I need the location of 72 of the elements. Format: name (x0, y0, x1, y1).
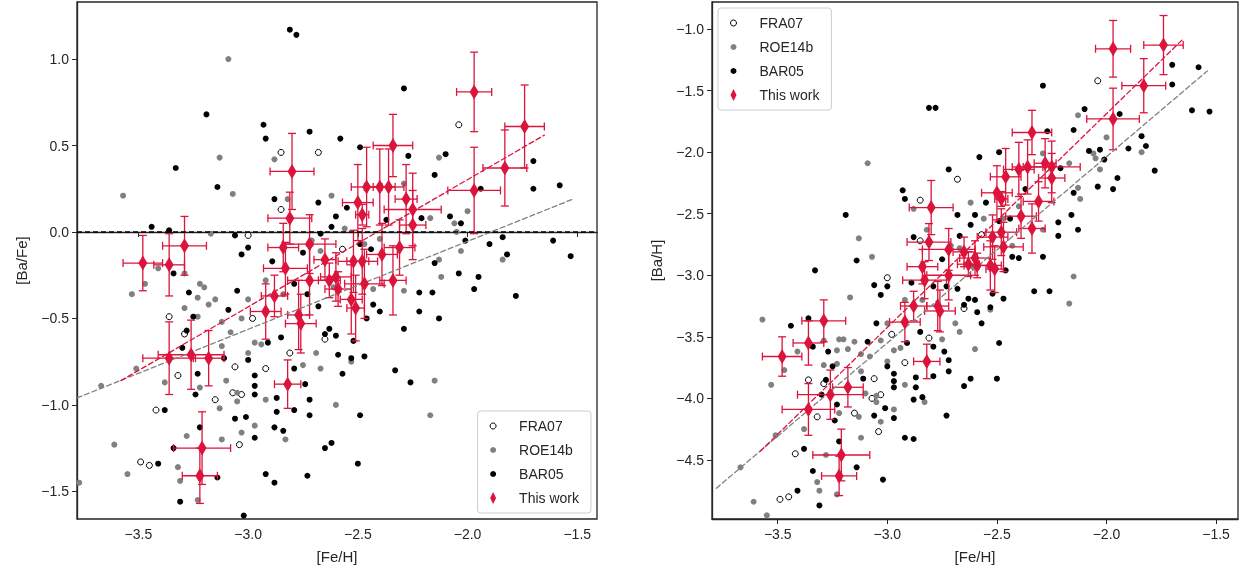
point (338, 245, 346, 253)
point (813, 413, 821, 421)
point (455, 121, 463, 129)
point (776, 495, 784, 503)
x-tick-label: −3.0 (873, 526, 902, 542)
point (244, 231, 252, 239)
x-tick-label: −2.0 (453, 526, 482, 542)
point (174, 371, 182, 379)
legend-label: BAR05 (519, 466, 564, 482)
legend-label: This work (519, 490, 580, 506)
y-axis-title: [Ba/Fe] (13, 236, 30, 285)
y-tick-label: −2.0 (676, 144, 705, 161)
y-tick-label: 0.5 (49, 137, 70, 154)
point (249, 314, 257, 322)
y-tick-label: −1.5 (41, 483, 70, 500)
x-tick-label: −3.5 (763, 526, 792, 542)
point (262, 365, 270, 373)
y-tick-label: −1.0 (676, 21, 705, 38)
y-tick-label: −1.0 (41, 396, 70, 413)
point (850, 409, 858, 417)
legend-label: ROE14b (519, 442, 574, 458)
y-tick-label: −3.0 (676, 267, 705, 284)
point (877, 391, 885, 399)
y-axis-title: [Ba/H] (648, 239, 665, 282)
point (286, 349, 294, 357)
point (791, 450, 799, 458)
point (165, 313, 173, 321)
point (152, 406, 160, 414)
point (875, 428, 883, 436)
y-tick-label: −3.5 (676, 328, 705, 345)
point (901, 359, 909, 367)
x-tick-label: −1.5 (563, 526, 592, 542)
x-tick-label: −2.5 (344, 526, 372, 542)
point (321, 335, 329, 343)
point (231, 363, 239, 371)
point (314, 148, 322, 156)
x-tick-label: −1.5 (1202, 526, 1231, 542)
x-axis-title: [Fe/H] (954, 548, 996, 565)
y-tick-label: −4.5 (676, 451, 705, 468)
point (277, 205, 285, 213)
legend-label: FRA07 (519, 418, 563, 434)
point (145, 461, 153, 469)
point (211, 396, 219, 404)
y-tick-label: −1.5 (676, 82, 705, 99)
point (1094, 77, 1102, 85)
y-tick-label: 1.0 (49, 51, 70, 68)
point (870, 375, 878, 383)
x-tick-label: −3.0 (234, 526, 263, 542)
point (888, 330, 896, 338)
y-tick-label: −4.0 (676, 390, 705, 407)
y-tick-label: −0.5 (41, 310, 70, 327)
x-tick-label: −3.5 (124, 526, 153, 542)
x-tick-label: −2.0 (1092, 526, 1121, 542)
legend-label: BAR05 (759, 63, 805, 79)
point (785, 493, 793, 501)
legend-label: This work (759, 87, 821, 103)
x-axis-title: [Fe/H] (316, 548, 358, 565)
y-tick-label: −2.5 (676, 205, 705, 222)
point (235, 441, 243, 449)
point (277, 148, 285, 156)
point (925, 334, 933, 342)
x-tick-label: −2.5 (983, 526, 1011, 542)
legend-label: ROE14b (759, 39, 814, 55)
point (953, 175, 961, 183)
y-tick-label: 0.0 (49, 223, 70, 240)
point (238, 391, 246, 398)
point (804, 376, 812, 384)
point (868, 394, 876, 402)
point (916, 196, 924, 204)
point (137, 458, 145, 466)
legend-label: FRA07 (759, 15, 804, 31)
point (883, 274, 891, 282)
